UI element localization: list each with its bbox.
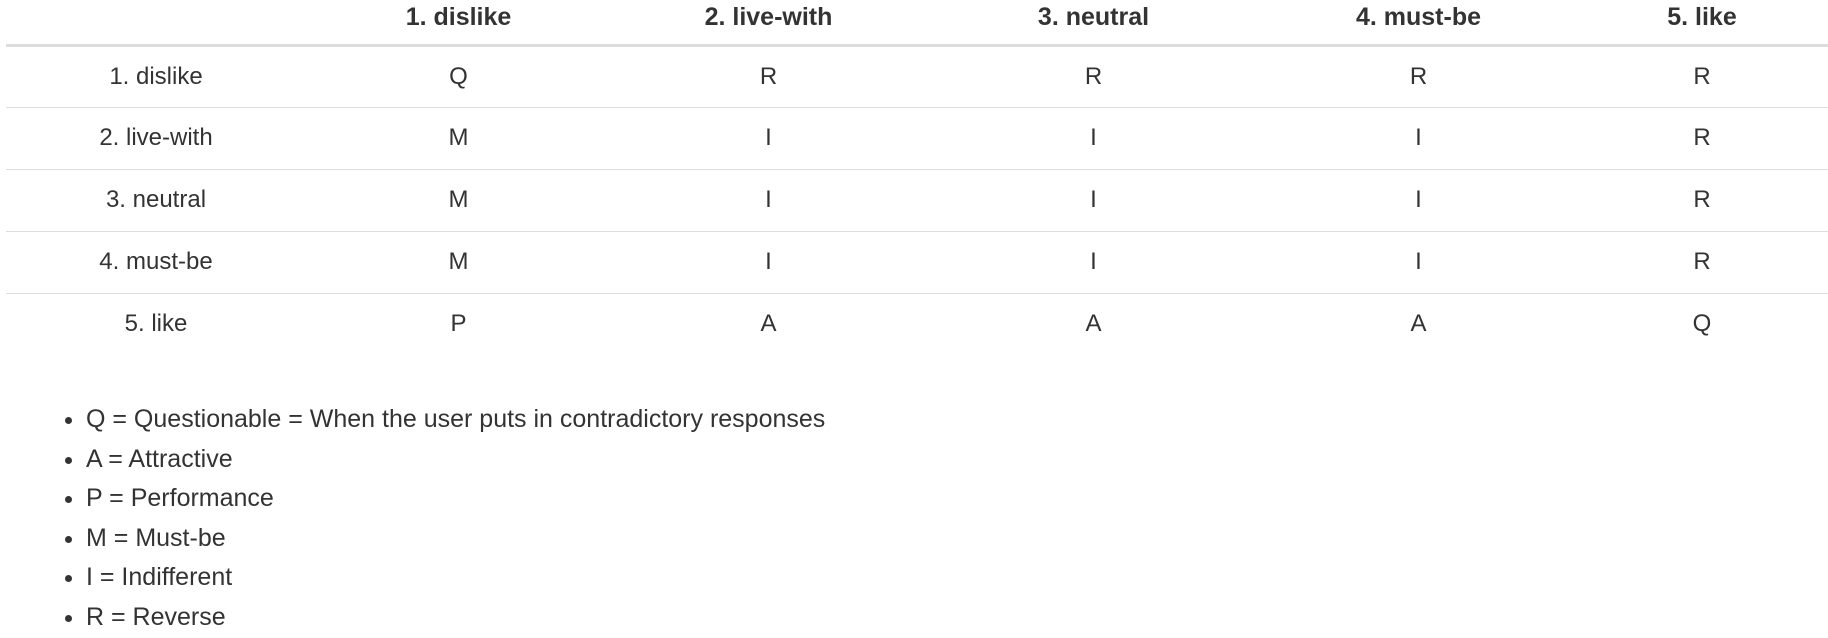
- table-cell: Q: [306, 45, 611, 108]
- table-row: 5. like P A A A Q: [6, 293, 1828, 355]
- legend-item: R = Reverse: [86, 598, 825, 638]
- row-header: 4. must-be: [6, 231, 306, 294]
- table-row: 1. dislike Q R R R R: [6, 45, 1828, 108]
- column-header: 1. dislike: [306, 0, 611, 47]
- legend-item: Q = Questionable = When the user puts in…: [86, 400, 825, 440]
- table-cell: A: [760, 310, 777, 338]
- legend-item: P = Performance: [86, 479, 825, 519]
- table-cell: I: [926, 231, 1261, 294]
- table-cell: I: [611, 169, 926, 232]
- column-header: 4. must-be: [1261, 0, 1576, 47]
- table-header-row: 1. dislike 2. live-with 3. neutral 4. mu…: [6, 0, 1828, 47]
- kano-evaluation-table-container: 1. dislike 2. live-with 3. neutral 4. mu…: [6, 0, 1828, 355]
- table-cell: R: [611, 45, 926, 108]
- legend-item: A = Attractive: [86, 440, 825, 480]
- table-cell: R: [1576, 169, 1828, 232]
- table-cell: A: [1410, 310, 1427, 338]
- table-cell: R: [1576, 107, 1828, 170]
- table-row: 2. live-with M I I I R: [6, 107, 1828, 170]
- row-header: 3. neutral: [6, 169, 306, 232]
- table-cell: R: [1576, 45, 1828, 108]
- table-cell: A: [1085, 310, 1102, 338]
- table-cell: P: [450, 310, 467, 338]
- table-cell: I: [926, 107, 1261, 170]
- kano-evaluation-table: 1. dislike 2. live-with 3. neutral 4. mu…: [6, 0, 1828, 355]
- table-cell: R: [1261, 45, 1576, 108]
- row-header: 1. dislike: [6, 45, 306, 108]
- legend-item: M = Must-be: [86, 519, 825, 559]
- column-header: 5. like: [1576, 0, 1828, 47]
- table-cell: Q: [1692, 310, 1712, 338]
- column-header-corner: [6, 0, 306, 47]
- column-header: 2. live-with: [611, 0, 926, 47]
- table-cell: I: [926, 169, 1261, 232]
- table-cell: M: [306, 231, 611, 294]
- row-header: 5. like: [124, 310, 188, 338]
- table-row: 4. must-be M I I I R: [6, 231, 1828, 294]
- column-header: 3. neutral: [926, 0, 1261, 47]
- table-cell: M: [306, 169, 611, 232]
- table-cell: R: [926, 45, 1261, 108]
- table-cell: I: [1261, 107, 1576, 170]
- table-cell: M: [306, 107, 611, 170]
- table-cell: I: [611, 231, 926, 294]
- table-cell: I: [1261, 231, 1576, 294]
- table-cell: I: [1261, 169, 1576, 232]
- table-cell: I: [611, 107, 926, 170]
- table-row: 3. neutral M I I I R: [6, 169, 1828, 232]
- row-header: 2. live-with: [6, 107, 306, 170]
- table-cell: R: [1576, 231, 1828, 294]
- legend-list: Q = Questionable = When the user puts in…: [48, 400, 825, 638]
- legend-item: I = Indifferent: [86, 558, 825, 598]
